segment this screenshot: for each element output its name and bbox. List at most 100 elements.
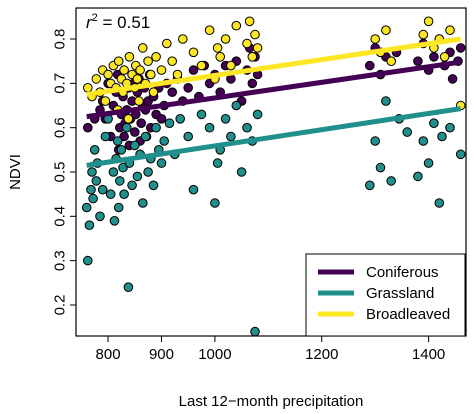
- broadleaved-point: [242, 38, 252, 49]
- broadleaved-point: [134, 96, 144, 106]
- coniferous-point: [247, 78, 258, 89]
- y-tick-label: 0.8: [52, 29, 69, 50]
- broadleaved-point: [123, 114, 134, 124]
- coniferous-point: [136, 118, 146, 128]
- broadleaved-point: [423, 16, 434, 27]
- y-tick-label: 0.7: [52, 73, 69, 94]
- y-tick-label: 0.3: [52, 250, 69, 271]
- y-tick-label: 0.2: [52, 295, 69, 316]
- coniferous-point: [183, 83, 193, 93]
- grassland-point: [445, 122, 455, 133]
- broadleaved-point: [231, 20, 242, 31]
- broadleaved-point: [418, 29, 429, 40]
- broadleaved-point: [113, 56, 124, 67]
- grassland-point: [140, 131, 151, 142]
- grassland-point: [418, 136, 429, 146]
- grassland-point: [95, 211, 105, 222]
- grassland-point: [112, 136, 123, 146]
- r-squared-prefix: r: [86, 13, 93, 32]
- grassland-trend-line: [86, 106, 462, 168]
- y-tick-label: 0.6: [52, 117, 69, 138]
- coniferous-point: [413, 56, 423, 67]
- grassland-point: [252, 109, 263, 120]
- broadleaved-point: [124, 52, 135, 62]
- broadleaved-point: [143, 56, 153, 67]
- grassland-point: [231, 100, 242, 111]
- coniferous-trend-line: [86, 59, 462, 120]
- coniferous-point: [156, 114, 167, 124]
- broadleaved-point: [215, 52, 225, 62]
- grassland-point: [242, 122, 252, 133]
- broadleaved-point: [172, 69, 183, 80]
- grassland-point: [413, 171, 423, 182]
- broadleaved-point: [386, 56, 397, 67]
- grassland-point: [386, 176, 397, 186]
- grassland-point: [130, 140, 140, 151]
- trend-layer: [86, 36, 462, 168]
- grassland-point: [375, 162, 386, 173]
- grassland-point: [212, 158, 223, 168]
- grassland-point: [210, 198, 220, 208]
- grassland-point: [365, 180, 375, 191]
- legend-label-grassland: Grassland: [366, 285, 434, 302]
- broadleaved-point: [138, 43, 148, 53]
- broadleaved-point: [445, 25, 455, 36]
- broadleaved-point: [212, 43, 223, 53]
- legend: Coniferous Grassland Broadleaved: [305, 253, 466, 337]
- grassland-point: [113, 202, 124, 213]
- broadleaved-point: [204, 25, 215, 36]
- coniferous-point: [83, 122, 93, 133]
- coniferous-point: [188, 65, 199, 75]
- broadleaved-point: [250, 29, 260, 40]
- x-tick-label: 900: [149, 346, 174, 363]
- grassland-point: [138, 198, 148, 208]
- broadleaved-point: [148, 87, 159, 97]
- broadleaved-point: [135, 65, 145, 75]
- broadleaved-point: [103, 69, 113, 80]
- grassland-point: [148, 180, 159, 191]
- broadleaved-point: [146, 69, 156, 80]
- grassland-point: [156, 158, 167, 168]
- grassland-point: [423, 158, 434, 168]
- grassland-point: [175, 114, 185, 124]
- broadleaved-trend-line: [86, 36, 462, 97]
- coniferous-point: [429, 52, 439, 62]
- grassland-point: [109, 216, 120, 226]
- grassland-point: [434, 198, 445, 208]
- grassland-point: [89, 145, 100, 155]
- broadleaved-point: [91, 74, 102, 84]
- broadleaved-point: [252, 43, 263, 53]
- broadleaved-point: [439, 52, 450, 62]
- grassland-point: [196, 109, 207, 120]
- grassland-point: [370, 136, 381, 146]
- grassland-point: [220, 114, 231, 124]
- x-tick-label: 800: [96, 346, 121, 363]
- grassland-point: [119, 189, 129, 199]
- x-axis-label: Last 12−month precipitation: [179, 393, 364, 410]
- r-squared-annotation: r2 = 0.51: [86, 12, 150, 32]
- grassland-point: [250, 326, 260, 337]
- grassland-point: [151, 122, 161, 133]
- grassland-point: [105, 189, 116, 199]
- grassland-point: [164, 118, 175, 128]
- broadleaved-point: [151, 52, 161, 62]
- r-squared-value: = 0.51: [98, 13, 150, 32]
- grassland-point: [183, 131, 193, 142]
- y-axis-label: NDVI: [7, 154, 24, 190]
- broadleaved-point: [381, 25, 391, 36]
- broadleaved-point: [244, 16, 255, 27]
- grassland-point: [87, 167, 97, 177]
- broadleaved-point: [220, 34, 231, 44]
- grassland-point: [91, 176, 102, 186]
- broadleaved-point: [226, 60, 236, 71]
- broadleaved-point: [370, 34, 381, 44]
- broadleaved-point: [178, 34, 188, 44]
- x-tick-label: 1000: [198, 346, 231, 363]
- x-tick-label: 1400: [412, 346, 445, 363]
- coniferous-point: [365, 60, 375, 71]
- grassland-point: [86, 184, 96, 195]
- grassland-point: [236, 167, 247, 177]
- broadleaved-point: [100, 96, 111, 106]
- grassland-point: [455, 149, 466, 160]
- r-squared-superscript: 2: [92, 12, 98, 24]
